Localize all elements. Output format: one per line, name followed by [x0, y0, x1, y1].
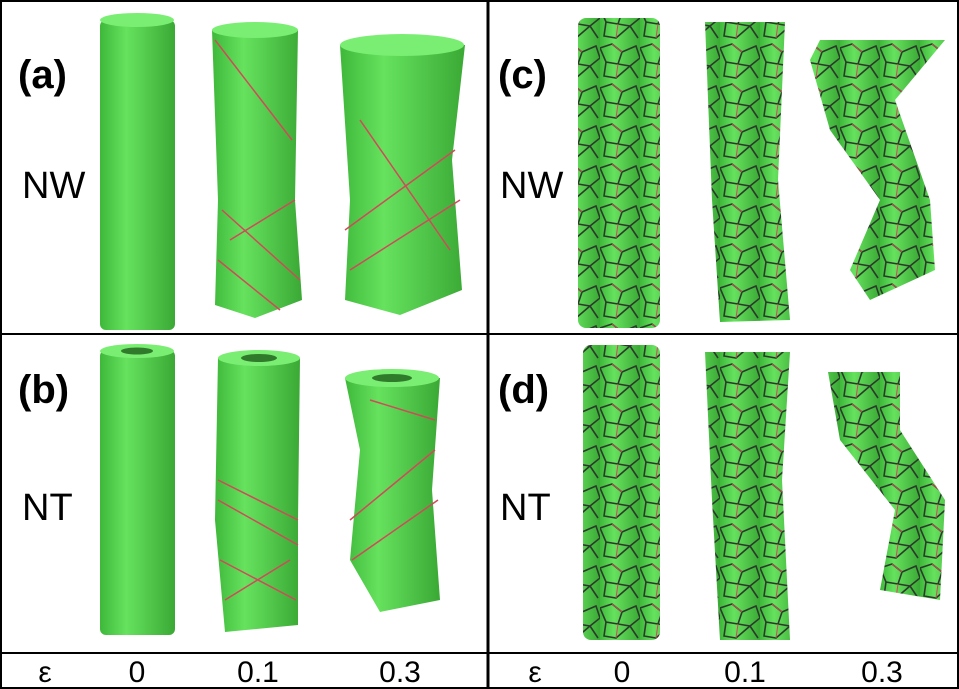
material-label: NW — [22, 165, 85, 207]
material-label: NT — [22, 487, 73, 529]
panel-label: (c) — [498, 53, 547, 97]
material-label: NW — [500, 165, 563, 207]
strain-symbol: ε — [528, 656, 541, 689]
strain-value: 0 — [614, 656, 631, 689]
panel-label: (a) — [18, 53, 67, 97]
cylinders-c — [578, 18, 945, 328]
cylinders-b — [100, 344, 440, 635]
panel-label: (d) — [498, 368, 549, 412]
cylinders-a — [100, 13, 465, 330]
strain-value: 0 — [129, 656, 146, 689]
strain-value: 0.3 — [861, 656, 903, 689]
material-label: NT — [500, 487, 551, 529]
strain-value: 0.1 — [724, 656, 766, 689]
panel-label: (b) — [18, 368, 69, 412]
cylinders-d — [583, 345, 945, 640]
figure: (a) NW (b) NT (c) NW (d) NT ε 0 0.1 0.3 … — [0, 0, 959, 689]
strain-value: 0.1 — [237, 656, 279, 689]
strain-value: 0.3 — [379, 656, 421, 689]
strain-symbol: ε — [38, 656, 51, 689]
